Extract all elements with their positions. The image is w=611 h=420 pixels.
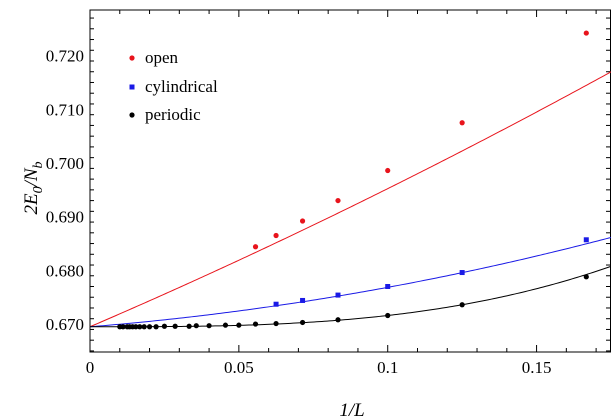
point-periodic	[273, 320, 279, 327]
y-tick-label: 0.720	[46, 47, 84, 66]
legend-label-cylindrical: cylindrical	[145, 77, 218, 96]
point-periodic	[299, 319, 306, 326]
legend-marker-cylindrical	[129, 84, 135, 90]
fit-curve-open	[89, 71, 611, 328]
point-periodic	[172, 323, 178, 329]
axis-ticks	[89, 10, 610, 352]
point-open	[385, 167, 391, 174]
legend-item-periodic: periodic	[129, 105, 201, 124]
legend-marker-open	[129, 55, 135, 61]
legend-label-open: open	[145, 48, 179, 67]
point-open	[252, 244, 259, 250]
legend: open cylindrical periodic	[129, 48, 218, 124]
y-tick-label: 0.680	[46, 261, 84, 280]
point-periodic	[335, 317, 341, 323]
point-cylindrical	[300, 297, 306, 303]
point-cylindrical	[583, 237, 589, 243]
point-periodic	[252, 321, 259, 327]
point-open	[459, 120, 465, 126]
fit-curve-cylindrical	[89, 236, 611, 328]
fit-curve-periodic	[90, 265, 611, 328]
point-periodic	[583, 274, 589, 280]
point-periodic	[133, 324, 139, 330]
point-cylindrical	[385, 283, 391, 289]
point-cylindrical	[273, 301, 279, 307]
point-periodic	[141, 324, 147, 330]
legend-marker-periodic	[129, 112, 135, 118]
legend-label-periodic: periodic	[145, 105, 201, 124]
x-tick-label: 0	[86, 358, 95, 377]
x-axis-title: 1/L	[339, 400, 364, 420]
point-open	[583, 30, 589, 36]
point-periodic	[161, 323, 168, 329]
legend-item-cylindrical: cylindrical	[129, 77, 218, 96]
point-open	[335, 197, 341, 204]
point-periodic	[206, 323, 212, 329]
point-periodic	[153, 324, 159, 330]
y-tick-label: 0.700	[46, 154, 84, 173]
point-periodic	[186, 323, 192, 329]
y-tick-label: 0.690	[46, 208, 84, 227]
point-periodic	[146, 324, 153, 330]
y-tick-label: 0.710	[46, 100, 84, 119]
x-tick-labels: 0 0.05 0.1 0.15	[86, 358, 552, 377]
x-tick-label: 0.1	[377, 358, 398, 377]
point-periodic	[222, 322, 229, 328]
x-tick-label: 0.05	[224, 358, 254, 377]
y-tick-label: 0.670	[46, 315, 84, 334]
y-tick-labels: 0.670 0.680 0.690 0.700 0.710 0.720	[46, 47, 84, 334]
point-cylindrical	[459, 270, 465, 276]
point-periodic	[459, 302, 465, 308]
legend-item-open: open	[129, 48, 179, 67]
plot-area	[89, 9, 611, 353]
point-periodic	[236, 322, 242, 328]
point-open	[273, 232, 279, 239]
point-open	[299, 218, 306, 224]
point-periodic	[193, 323, 199, 329]
data-markers	[117, 30, 589, 330]
point-cylindrical	[335, 292, 341, 298]
point-periodic	[137, 324, 143, 330]
point-periodic	[120, 324, 126, 330]
point-periodic	[385, 312, 391, 319]
x-tick-label: 0.15	[522, 358, 552, 377]
y-axis-title: 2E0/Nb	[21, 161, 46, 214]
